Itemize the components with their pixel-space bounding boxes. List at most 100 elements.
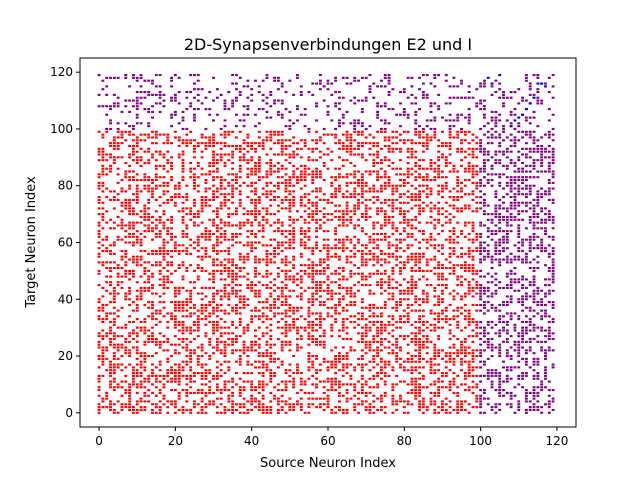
data-point [406,161,410,165]
data-point [303,241,307,244]
data-point [269,193,273,196]
data-point [490,116,494,119]
data-point [143,215,147,219]
data-point [265,275,269,278]
data-point [334,309,338,312]
data-point [269,411,273,414]
data-point [116,96,120,99]
data-point [143,178,147,182]
data-point [467,193,471,196]
data-point [124,170,128,173]
data-point [338,258,341,261]
data-point [383,235,387,238]
data-point [330,281,334,284]
data-point [166,249,170,253]
data-point [193,187,196,190]
data-point [231,320,235,324]
data-point [349,133,353,136]
data-point [318,258,322,261]
data-point [315,167,318,170]
data-point [418,408,421,412]
data-point [276,227,280,230]
data-point [322,221,326,224]
data-point [131,374,135,377]
data-point [372,136,376,139]
data-point [452,198,456,201]
data-point [242,397,246,400]
data-point [471,369,475,372]
data-point [292,289,296,292]
data-point [135,96,139,99]
data-point [162,221,166,224]
data-point [486,122,490,125]
data-point [189,105,193,108]
data-point [204,411,208,414]
data-point [399,363,402,366]
data-point [288,224,292,227]
data-point [391,403,395,406]
data-point [460,82,463,85]
data-point [139,380,143,383]
data-point [475,210,479,213]
data-point [391,315,395,318]
data-point [166,374,170,377]
data-point [257,161,261,165]
data-point [101,156,105,159]
data-point [135,184,139,187]
data-point [463,372,467,375]
data-point [296,349,299,352]
data-point [242,266,246,270]
data-point [326,292,330,295]
data-point [326,198,330,201]
data-point [292,198,296,201]
data-point [353,96,357,99]
data-point [105,391,109,394]
data-point [193,269,196,272]
data-point [475,235,479,238]
data-point [421,346,425,349]
data-point [383,363,387,366]
data-point [101,357,105,360]
data-point [414,286,418,289]
data-point [246,133,250,136]
data-point [189,73,193,77]
data-point [441,266,444,270]
data-point [151,369,154,372]
data-point [208,312,212,315]
data-point [311,147,315,150]
data-point [410,354,414,358]
data-point [265,153,269,156]
data-point [269,164,273,167]
data-point [170,156,173,159]
data-point [227,91,231,94]
data-point [254,125,257,128]
data-point [231,332,235,335]
data-point [227,221,231,224]
data-point [151,264,154,267]
data-point [444,318,448,321]
data-point [162,184,166,187]
data-point [345,144,349,148]
data-point [173,292,177,295]
data-point [147,178,151,182]
data-point [181,278,185,281]
data-point [269,93,273,96]
data-point [318,315,322,318]
data-point [242,119,246,122]
data-point [105,167,109,170]
data-point [448,272,452,275]
data-point [315,247,318,250]
data-point [143,173,147,176]
data-point [387,73,391,77]
data-point [128,170,132,173]
data-point [475,181,479,184]
data-point [288,323,292,326]
data-point [124,326,128,329]
data-point [97,196,101,199]
data-point [303,164,307,167]
data-point [433,343,437,346]
data-point [441,213,444,216]
data-point [238,184,242,187]
data-point [433,266,437,270]
data-point [273,386,277,389]
